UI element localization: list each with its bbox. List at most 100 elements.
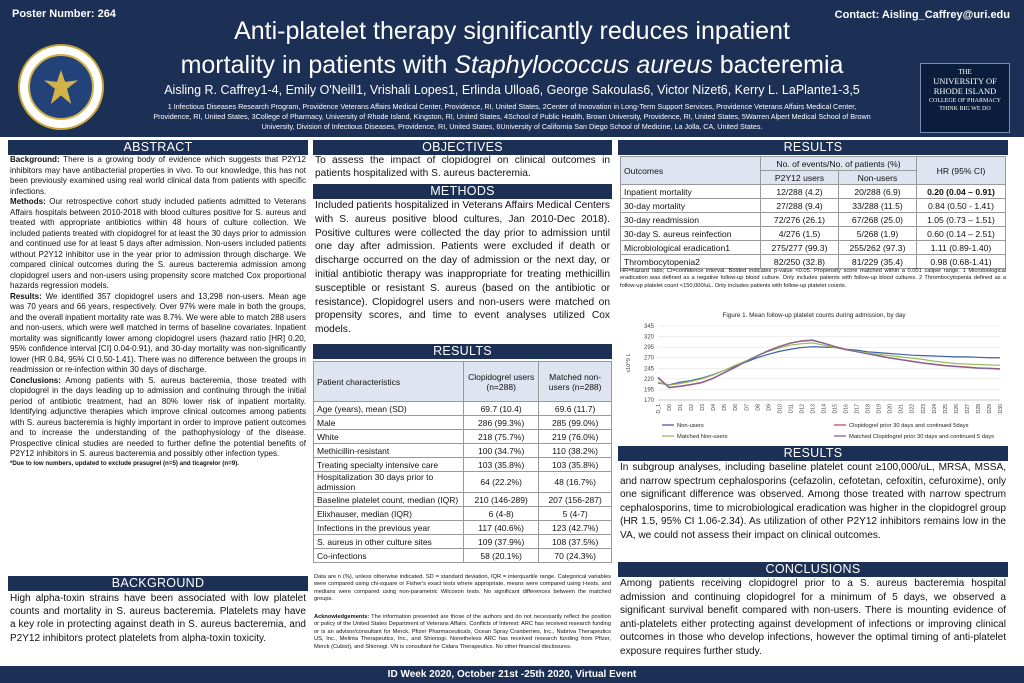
table-cell: 27/288 (9.4) bbox=[760, 198, 839, 213]
table-cell: 255/262 (97.3) bbox=[837, 240, 917, 255]
table-cell: Thrombocytopenia2 bbox=[620, 254, 761, 269]
table-cell: 64 (22.2%) bbox=[462, 471, 540, 493]
table-cell: 5 (4-7) bbox=[538, 506, 612, 521]
y-tick-label: 270 bbox=[644, 356, 655, 362]
objectives-heading: OBJECTIVES bbox=[313, 140, 612, 155]
table-header: P2Y12 users bbox=[760, 170, 839, 185]
y-tick-label: 245 bbox=[644, 366, 655, 372]
x-tick-label: D23 bbox=[921, 404, 927, 414]
table-row: White 218 (75.7%) 219 (76.0%) bbox=[313, 429, 612, 444]
table-row: Thrombocytopenia2 82/250 (32.8) 81/229 (35… bbox=[620, 254, 1007, 269]
y-tick-label: 220 bbox=[644, 377, 655, 383]
x-tick-label: D9 bbox=[766, 404, 772, 411]
x-tick-label: D29 bbox=[987, 404, 993, 414]
table-row: Elixhauser, median (IQR) 6 (4-8) 5 (4-7) bbox=[313, 506, 612, 521]
subgroup-text: In subgroup analyses, including baseline… bbox=[620, 462, 1006, 541]
table-cell: 275/277 (99.3) bbox=[760, 240, 839, 255]
poster-number: Poster Number: 264 bbox=[12, 8, 116, 20]
table-cell: 103 (35.8%) bbox=[538, 457, 612, 472]
table-cell: 20/288 (6.9) bbox=[837, 184, 917, 199]
x-tick-label: D1 bbox=[678, 404, 684, 411]
table-row: Treating specialty intensive care 103 (35… bbox=[313, 457, 612, 472]
series-line bbox=[657, 339, 1001, 389]
x-tick-label: D5 bbox=[722, 404, 728, 411]
table-cell: 48 (16.7%) bbox=[538, 471, 612, 493]
series-line bbox=[657, 342, 1001, 386]
table-row: Inpatient mortality 12/288 (4.2) 20/288 (6… bbox=[620, 184, 1007, 199]
table-row: Age (years), mean (SD) 69.7 (10.4) 69.6 (1… bbox=[313, 401, 612, 416]
table-cell: Co-infections bbox=[313, 548, 464, 563]
table-cell: Hospitalization 30 days prior to admissi… bbox=[313, 471, 464, 493]
table-cell: 207 (156-287) bbox=[538, 492, 612, 507]
table-cell: Age (years), mean (SD) bbox=[313, 401, 464, 416]
y-tick-label: 320 bbox=[644, 335, 655, 341]
x-tick-label: D19 bbox=[877, 404, 883, 414]
x-tick-label: D18 bbox=[866, 404, 872, 414]
table-cell: 123 (42.7%) bbox=[538, 520, 612, 535]
table-cell: 72/276 (26.1) bbox=[760, 212, 839, 227]
table-cell: 67/268 (25.0) bbox=[837, 212, 917, 227]
objectives-text: To assess the impact of clopidogrel on c… bbox=[315, 155, 610, 180]
table-cell: Elixhauser, median (IQR) bbox=[313, 506, 464, 521]
results-heading-sub: RESULTS bbox=[618, 446, 1008, 461]
table-row: 30-day mortality 27/288 (9.4) 33/288 (11.5… bbox=[620, 198, 1007, 213]
table-cell: 117 (40.6%) bbox=[462, 520, 540, 535]
table-cell: 0.98 (0.68-1.41) bbox=[915, 254, 1007, 269]
table-cell: 69.6 (11.7) bbox=[538, 401, 612, 416]
table-cell: 285 (99.0%) bbox=[538, 415, 612, 430]
table-cell: 0.60 (0.14 – 2.51) bbox=[915, 226, 1007, 241]
poster-header bbox=[0, 0, 1024, 137]
table-row: Infections in the previous year 117 (40.6… bbox=[313, 520, 612, 535]
table-cell: 30-day S. aureus reinfection bbox=[620, 226, 761, 241]
table-cell: 1.05 (0.73 – 1.51) bbox=[915, 212, 1007, 227]
table-header: HR (95% CI) bbox=[915, 156, 1007, 185]
x-tick-label: D4 bbox=[711, 404, 717, 411]
x-tick-label: D26 bbox=[954, 404, 960, 414]
legend-label: Non-users bbox=[677, 423, 704, 429]
table-cell: 30-day readmission bbox=[620, 212, 761, 227]
conclusions-text: Among patients receiving clopidogrel pri… bbox=[620, 578, 1006, 657]
table-cell: 5/268 (1.9) bbox=[837, 226, 917, 241]
table-row: Male 286 (99.3%) 285 (99.0%) bbox=[313, 415, 612, 430]
x-tick-label: D16 bbox=[844, 404, 850, 414]
outcomes-table: Outcomes No. of events/No. of patients (… bbox=[620, 156, 1007, 269]
contact-email[interactable]: Contact: Aisling_Caffrey@uri.edu bbox=[834, 9, 1010, 21]
background-text: High alpha-toxin strains have been assoc… bbox=[10, 593, 306, 644]
acknowledgements: Acknowledgements: The information presen… bbox=[314, 614, 611, 650]
table-cell: 219 (76.0%) bbox=[538, 429, 612, 444]
patient-characteristics-table: Patient characteristics Clopidogrel user… bbox=[313, 361, 612, 563]
table-note: Data are n (%), unless otherwise indicat… bbox=[314, 574, 611, 603]
chart-title: Figure 1. Mean follow-up platelet counts… bbox=[722, 312, 906, 319]
x-tick-label: D2 bbox=[689, 404, 695, 411]
table-cell: 4/276 (1.5) bbox=[760, 226, 839, 241]
table-cell: 210 (146-289) bbox=[462, 492, 540, 507]
y-axis-label: x10^9 L bbox=[626, 353, 632, 372]
affiliations: 1 Infectious Diseases Research Program, … bbox=[153, 102, 871, 131]
outcomes-note: HR=hazard ratio; CI=confidence interval.… bbox=[620, 268, 1006, 289]
table-header: Matched non-users (n=288) bbox=[538, 361, 612, 402]
table-cell: Treating specialty intensive care bbox=[313, 457, 464, 472]
uri-pharmacy-logo: THE UNIVERSITY OF RHODE ISLAND COLLEGE O… bbox=[920, 63, 1010, 133]
poster-footer: ID Week 2020, October 21st -25th 2020, V… bbox=[0, 666, 1024, 683]
eagle-icon bbox=[44, 70, 78, 104]
x-tick-label: D25 bbox=[943, 404, 949, 414]
table-cell: 81/229 (35.4) bbox=[837, 254, 917, 269]
table-cell: 103 (35.8%) bbox=[462, 457, 540, 472]
y-tick-label: 345 bbox=[644, 324, 655, 330]
x-tick-label: D20 bbox=[888, 404, 894, 414]
x-tick-label: D15 bbox=[833, 404, 839, 414]
table-header: Patient characteristics bbox=[313, 361, 464, 402]
x-tick-label: D22 bbox=[910, 404, 916, 414]
table-row: Hospitalization 30 days prior to admissi… bbox=[313, 471, 612, 493]
x-tick-label: D27 bbox=[965, 404, 971, 414]
table-cell: 218 (75.7%) bbox=[462, 429, 540, 444]
table-cell: 108 (37.5%) bbox=[538, 534, 612, 549]
y-tick-label: 295 bbox=[644, 345, 655, 351]
legend-label: Clopidogrel prior 30 days and continued … bbox=[849, 423, 969, 429]
table-cell: 82/250 (32.8) bbox=[760, 254, 839, 269]
legend-label: Matched Non-users bbox=[677, 434, 728, 440]
results-heading-right: RESULTS bbox=[618, 140, 1008, 155]
x-tick-label: D30 bbox=[998, 404, 1004, 414]
table-header: Clopidogrel users (n=288) bbox=[462, 361, 540, 402]
table-cell: 30-day mortality bbox=[620, 198, 761, 213]
